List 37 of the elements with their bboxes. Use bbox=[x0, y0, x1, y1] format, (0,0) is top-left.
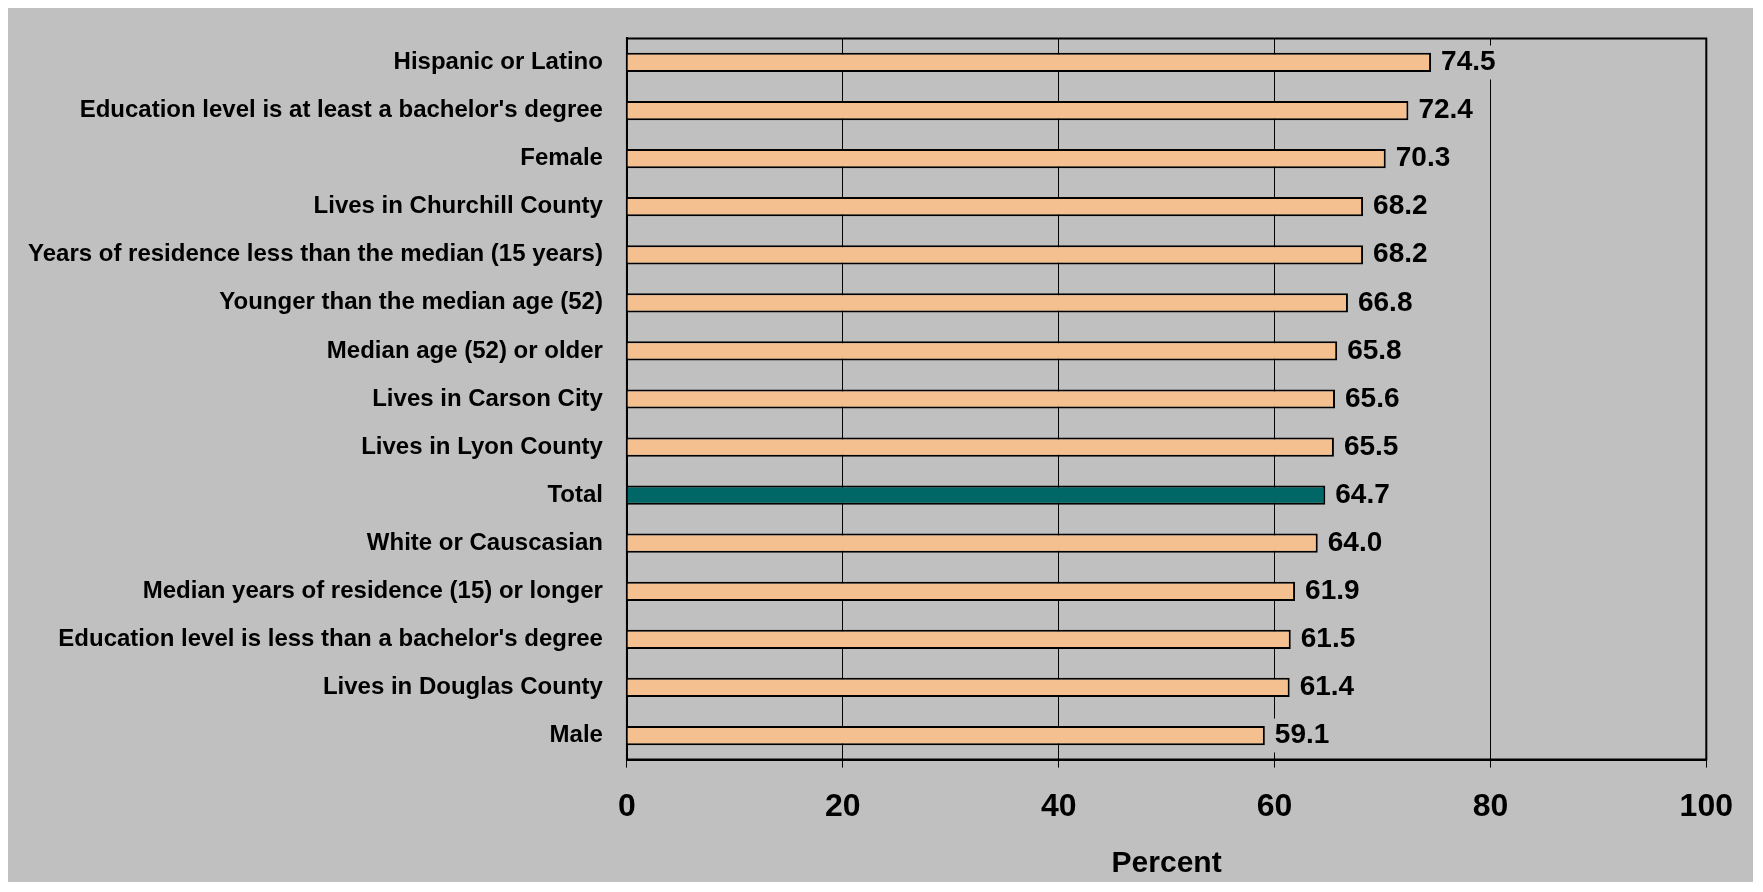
data-label: 61.5 bbox=[1300, 622, 1356, 654]
data-label: 70.3 bbox=[1395, 141, 1451, 173]
y-tick-label: Hispanic or Latino bbox=[393, 47, 603, 75]
y-tick-label: Education level is at least a bachelor's degree bbox=[79, 95, 603, 123]
data-label: 68.2 bbox=[1373, 189, 1428, 221]
y-tick-label: Median years of residence (15) or longer bbox=[142, 575, 603, 603]
data-label: 74.5 bbox=[1441, 45, 1496, 77]
y-tick-label: Total bbox=[547, 479, 603, 507]
y-tick-label: White or Causcasian bbox=[366, 527, 603, 555]
y-tick-label: Lives in Carson City bbox=[372, 383, 604, 411]
y-tick-label: Younger than the median age (52) bbox=[219, 287, 603, 315]
y-tick-label: Median age (52) or older bbox=[326, 335, 603, 363]
y-tick-label: Education level is less than a bachelor's degree bbox=[58, 624, 603, 652]
x-axis-title: Percent bbox=[1111, 845, 1222, 879]
data-label: 65.5 bbox=[1343, 429, 1399, 461]
data-label: 65.6 bbox=[1345, 381, 1400, 413]
data-label: 65.8 bbox=[1347, 333, 1402, 365]
x-tick-label: 20 bbox=[825, 786, 861, 823]
x-tick-label: 40 bbox=[1040, 786, 1077, 823]
x-tick-label: 0 bbox=[618, 786, 636, 823]
x-tick-label: 100 bbox=[1679, 786, 1733, 823]
data-label: 68.2 bbox=[1373, 237, 1428, 269]
data-label: 61.4 bbox=[1299, 670, 1355, 702]
x-tick-label: 80 bbox=[1472, 786, 1509, 823]
y-tick-label: Lives in Douglas County bbox=[322, 672, 604, 700]
y-tick-label: Lives in Churchill County bbox=[313, 191, 604, 219]
y-tick-label: Years of residence less than the median (15 years) bbox=[28, 239, 603, 267]
x-tick-label: 60 bbox=[1256, 786, 1293, 823]
y-tick-label: Lives in Lyon County bbox=[361, 431, 604, 459]
y-tick-label: Female bbox=[520, 143, 603, 171]
data-label: 64.7 bbox=[1335, 477, 1390, 509]
data-label: 61.9 bbox=[1305, 574, 1360, 606]
data-label: 66.8 bbox=[1357, 285, 1413, 317]
data-label: 64.0 bbox=[1327, 525, 1383, 557]
y-tick-label: Male bbox=[549, 720, 603, 748]
data-label: 59.1 bbox=[1274, 718, 1330, 750]
data-label: 72.4 bbox=[1418, 93, 1474, 125]
